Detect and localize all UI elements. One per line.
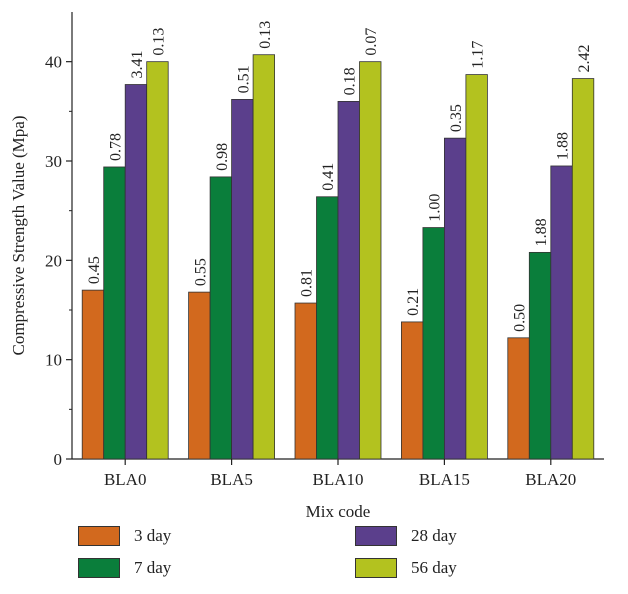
bar <box>465 74 488 460</box>
bar <box>124 84 148 460</box>
legend-label: 56 day <box>411 558 457 577</box>
y-tick-label: 0 <box>54 450 63 469</box>
bar <box>507 337 530 460</box>
bar <box>103 166 126 460</box>
bar <box>316 196 339 460</box>
data-label: 0.35 <box>448 104 465 132</box>
bar <box>337 101 360 460</box>
data-label: 3.41 <box>129 51 146 79</box>
bar <box>550 165 573 460</box>
x-tick-label: BLA5 <box>210 470 253 489</box>
legend-swatch <box>355 558 397 578</box>
bar <box>231 99 254 460</box>
x-tick-label: BLA10 <box>313 470 364 489</box>
data-label: 0.13 <box>257 21 274 49</box>
bar <box>252 54 276 460</box>
data-label: 0.07 <box>363 28 380 56</box>
bar <box>294 302 317 460</box>
bar <box>188 291 211 460</box>
y-tick-label: 30 <box>45 152 62 171</box>
data-label: 1.17 <box>470 41 487 69</box>
bar <box>528 251 552 460</box>
data-label: 0.41 <box>320 163 337 191</box>
data-label: 0.21 <box>405 288 422 316</box>
legend-item: 56 day <box>355 558 457 578</box>
data-label: 0.18 <box>342 67 359 95</box>
data-label: 0.78 <box>107 133 124 161</box>
legend-label: 28 day <box>411 526 457 545</box>
bar <box>359 61 382 460</box>
legend-item: 7 day <box>78 558 171 578</box>
data-label: 2.42 <box>576 45 593 73</box>
bar <box>146 61 169 460</box>
bar <box>81 289 105 460</box>
legend-label: 7 day <box>134 558 172 577</box>
bar <box>443 137 467 460</box>
x-tick-label: BLA15 <box>419 470 470 489</box>
legend-item: 28 day <box>355 526 457 546</box>
legend: 3 day 7 day 28 day 56 day <box>78 526 548 588</box>
legend-label: 3 day <box>134 526 172 545</box>
y-tick-label: 20 <box>45 251 62 270</box>
bar <box>422 227 445 460</box>
legend-item: 3 day <box>78 526 171 546</box>
data-label: 0.45 <box>86 256 103 284</box>
y-tick-label: 10 <box>45 351 62 370</box>
x-axis-title: Mix code <box>306 502 371 520</box>
x-tick-label: BLA0 <box>104 470 147 489</box>
data-label: 0.81 <box>299 269 316 297</box>
data-label: 1.88 <box>555 132 572 160</box>
data-label: 0.55 <box>192 258 209 286</box>
data-label: 0.50 <box>512 304 529 332</box>
y-tick-label: 40 <box>45 53 62 72</box>
y-axis-title: Compressive Strength Value (Mpa) <box>9 115 28 355</box>
bar <box>400 321 424 460</box>
legend-swatch <box>355 526 397 546</box>
bar <box>209 176 233 460</box>
legend-swatch <box>78 558 120 578</box>
data-label: 1.88 <box>533 218 550 246</box>
data-label: 0.98 <box>214 143 231 171</box>
data-label: 1.00 <box>427 194 444 222</box>
x-tick-label: BLA20 <box>525 470 576 489</box>
bar <box>571 78 595 460</box>
data-label: 0.13 <box>150 28 167 56</box>
data-label: 0.51 <box>235 65 252 93</box>
bar-chart: 0102030400.450.783.410.13BLA00.550.980.5… <box>9 12 604 521</box>
legend-swatch <box>78 526 120 546</box>
